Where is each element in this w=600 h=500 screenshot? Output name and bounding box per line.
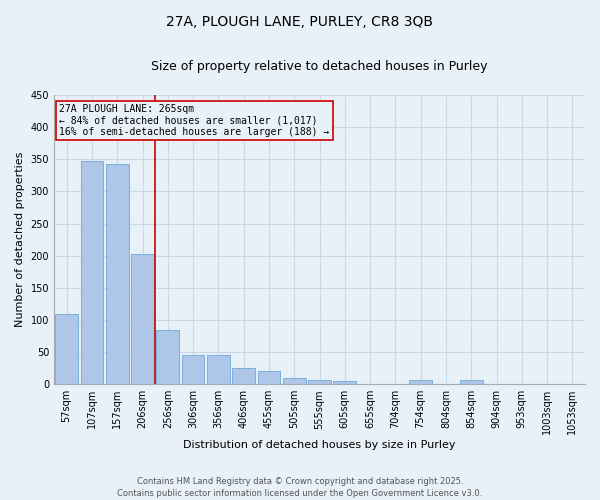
Bar <box>182 354 205 384</box>
Text: 27A PLOUGH LANE: 265sqm
← 84% of detached houses are smaller (1,017)
16% of semi: 27A PLOUGH LANE: 265sqm ← 84% of detache… <box>59 104 329 137</box>
Y-axis label: Number of detached properties: Number of detached properties <box>15 152 25 328</box>
Text: 27A, PLOUGH LANE, PURLEY, CR8 3QB: 27A, PLOUGH LANE, PURLEY, CR8 3QB <box>167 15 433 29</box>
Bar <box>257 372 280 384</box>
Bar <box>131 254 154 384</box>
Bar <box>409 380 432 384</box>
Bar <box>157 330 179 384</box>
Text: Contains HM Land Registry data © Crown copyright and database right 2025.
Contai: Contains HM Land Registry data © Crown c… <box>118 476 482 498</box>
Bar <box>55 314 78 384</box>
Bar <box>232 368 255 384</box>
Bar <box>80 160 103 384</box>
Bar <box>460 380 482 384</box>
X-axis label: Distribution of detached houses by size in Purley: Distribution of detached houses by size … <box>183 440 456 450</box>
Bar <box>283 378 305 384</box>
Title: Size of property relative to detached houses in Purley: Size of property relative to detached ho… <box>151 60 488 73</box>
Bar <box>334 381 356 384</box>
Bar <box>308 380 331 384</box>
Bar <box>207 354 230 384</box>
Bar <box>106 164 128 384</box>
